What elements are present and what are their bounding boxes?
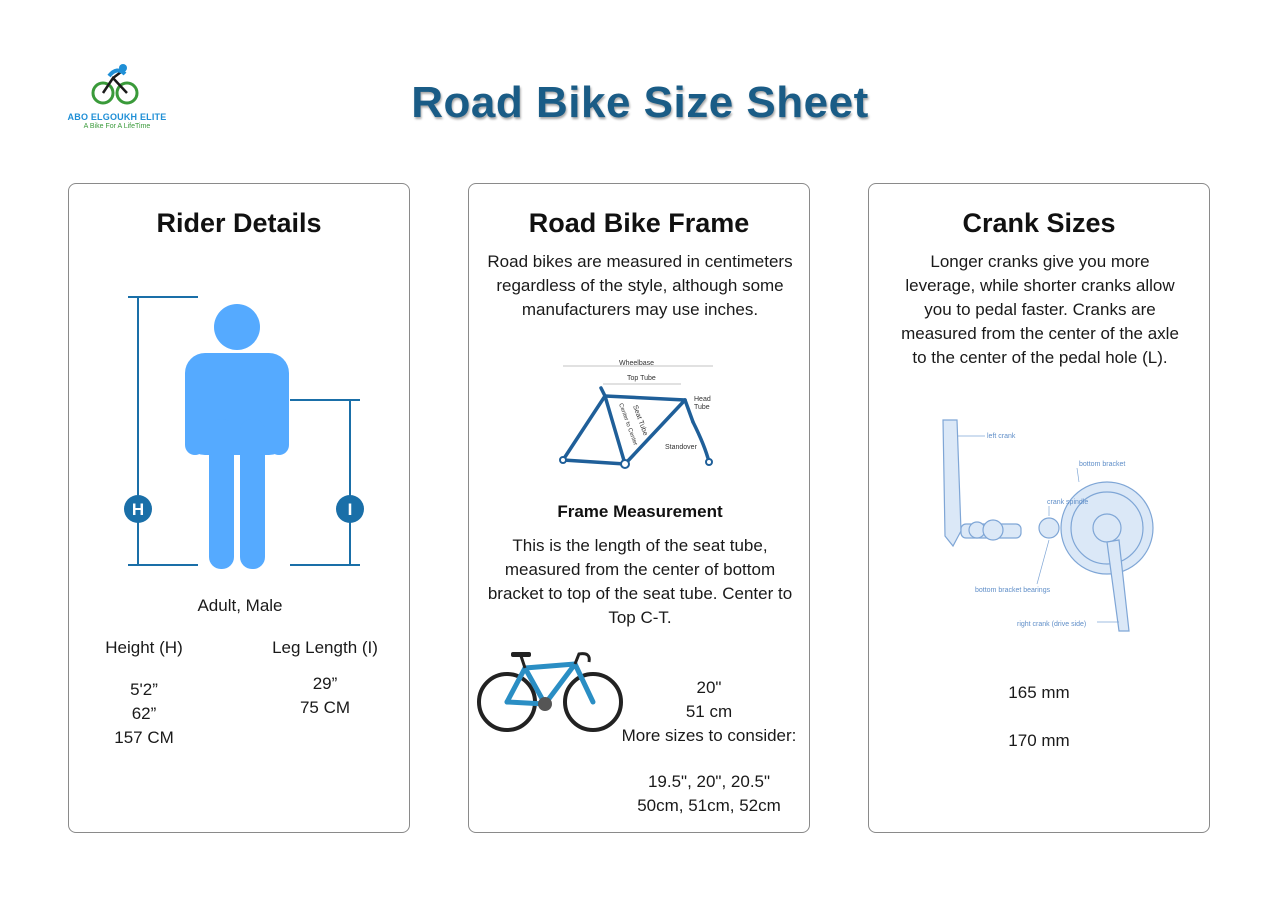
top-tube-label: Top Tube [627, 375, 656, 382]
head-tube-label-2: Tube [694, 404, 710, 411]
brand-logo: ABO ELGOUKH ELITE A Bike For A LifeTime [62, 62, 172, 142]
frame-measurement-heading: Frame Measurement [557, 502, 723, 521]
leg-length-label: Leg Length (I) [272, 638, 378, 657]
bottom-bracket-label: bottom bracket [1079, 461, 1125, 468]
crank-size-170: 170 mm [1008, 731, 1070, 750]
crank-spindle-label: crank spindle [1047, 499, 1088, 506]
leg-marker-label: I [348, 500, 353, 519]
page-title: Road Bike Size Sheet [411, 78, 869, 127]
height-label: Height (H) [105, 638, 183, 657]
crank-size-165: 165 mm [1008, 683, 1070, 702]
more-sizes-label: More sizes to consider: [621, 726, 797, 745]
right-crank-label: right crank (drive side) [1017, 621, 1086, 628]
frame-size-inch: 20" [696, 678, 722, 697]
crank-assembly-diagram: left crank bottom bracket crank spindle … [942, 419, 1154, 632]
standover-label: Standover [665, 444, 698, 451]
more-sizes-inch: 19.5", 20", 20.5" [647, 772, 771, 791]
frame-geometry-diagram: Wheelbase Top Tube Head Tube Standover S… [559, 360, 713, 469]
leg-marker [336, 495, 364, 523]
leg-value-cm: 75 CM [299, 698, 351, 717]
height-value-inches: 62” [131, 704, 157, 723]
height-marker-label: H [132, 500, 144, 519]
left-crank-shape [942, 419, 962, 548]
frame-size-cm: 51 cm [685, 702, 733, 721]
road-bike-image [477, 652, 623, 732]
more-sizes-cm: 50cm, 51cm, 52cm [637, 796, 781, 815]
crank-heading: Crank Sizes [962, 208, 1116, 238]
height-value-cm: 157 CM [114, 728, 174, 747]
leg-value-inches: 29” [312, 674, 338, 693]
road-bike-frame-card: Road Bike Frame Road bikes are measured … [468, 183, 810, 833]
person-icon [185, 304, 289, 569]
left-crank-label: left crank [987, 433, 1016, 440]
bearings-label: bottom bracket bearings [975, 587, 1051, 594]
rider-details-heading: Rider Details [156, 208, 322, 238]
right-crank-shape [1106, 539, 1130, 632]
logo-name: ABO ELGOUKH ELITE [67, 112, 167, 122]
rider-profile: Adult, Male [197, 596, 283, 615]
frame-measurement-text: This is the length of the seat tube, mea… [487, 536, 793, 627]
height-marker [124, 495, 152, 523]
wheelbase-label: Wheelbase [619, 360, 654, 367]
frame-description: Road bikes are measured in centimeters r… [487, 252, 793, 319]
rider-details-card: Rider Details H I Adult, Male Height (H)… [68, 183, 410, 833]
head-tube-label: Head [694, 396, 711, 403]
crank-description: Longer cranks give you more leverage, wh… [901, 252, 1179, 367]
height-value-feet: 5'2” [130, 680, 158, 699]
logo-tagline: A Bike For A LifeTime [83, 123, 151, 130]
frame-heading: Road Bike Frame [528, 208, 750, 238]
cyclist-logo-icon [91, 64, 139, 105]
crank-sizes-card: Crank Sizes Longer cranks give you more … [868, 183, 1210, 833]
rider-figure-diagram: H I [124, 296, 364, 569]
